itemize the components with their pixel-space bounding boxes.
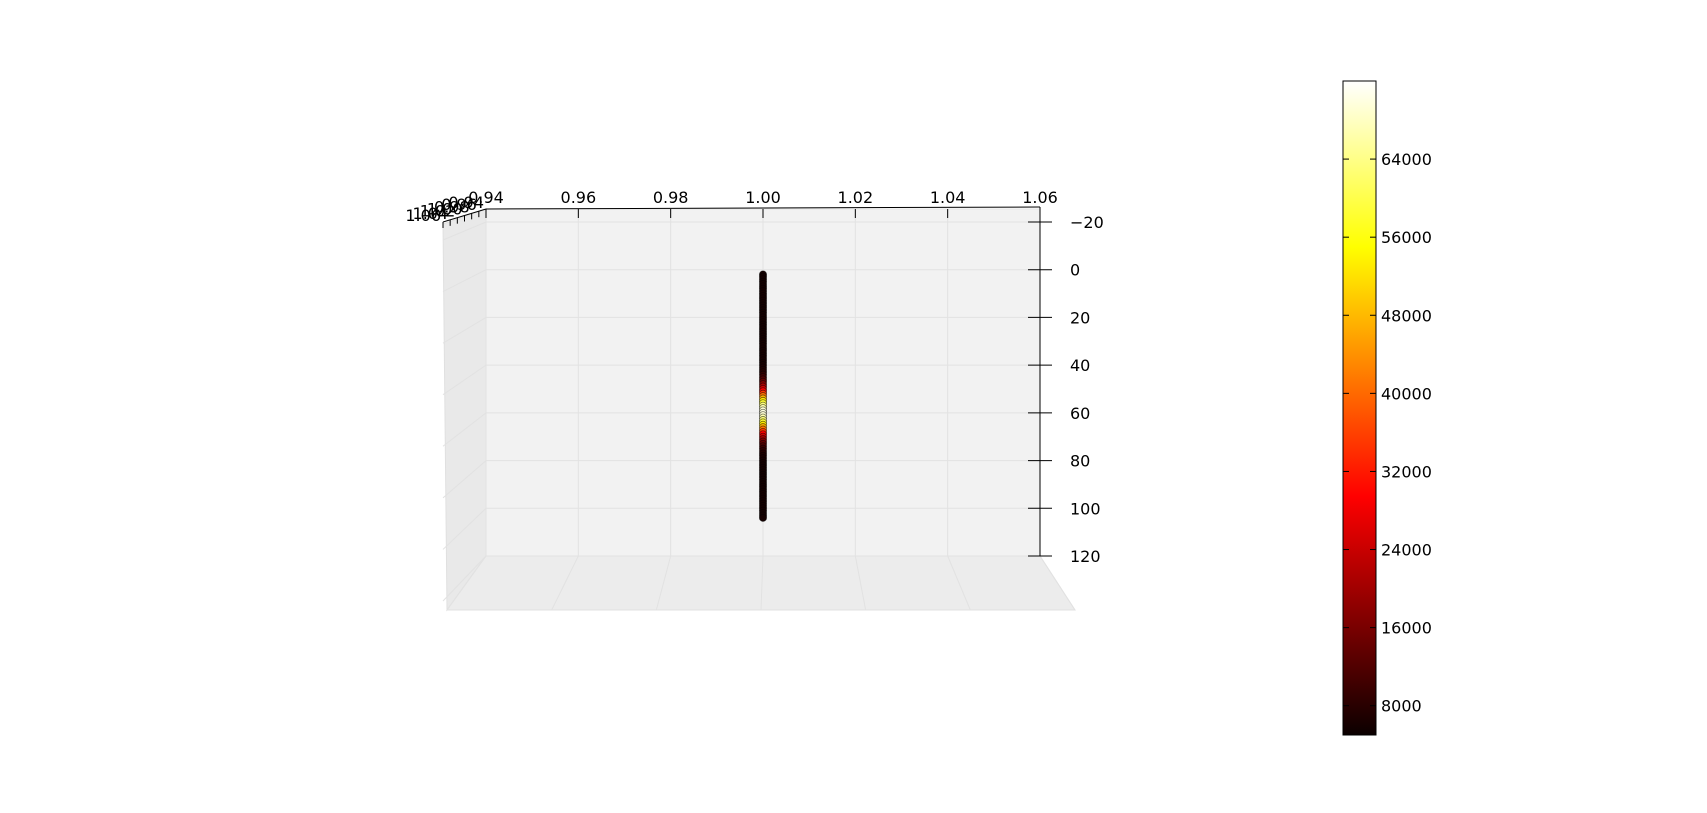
floor-grid-line <box>760 555 764 611</box>
y-tick-label: 1.04 <box>413 204 449 223</box>
x-axis-ticks: 0.94 0.96 0.98 1.00 1.02 1.04 1.06 <box>468 188 1058 218</box>
colorbar-tick-label: 64000 <box>1381 150 1432 169</box>
side-grid-line <box>442 221 487 241</box>
floor-grid-line <box>551 555 579 611</box>
side-grid-line <box>442 412 487 447</box>
y-tick-label: 1.00 <box>427 200 463 219</box>
y-tick-label: 1.06 <box>405 206 441 225</box>
y-tick-label: 0.96 <box>441 195 477 214</box>
floor-grid-line <box>446 555 487 611</box>
side-grid-line <box>442 316 487 344</box>
x-tick-label: 0.98 <box>653 188 689 207</box>
floor-grid-line <box>854 555 867 611</box>
floor-grid-line <box>655 555 672 611</box>
y-tick-label: 0.98 <box>434 197 470 216</box>
side-grid-line <box>442 555 487 602</box>
side-pane <box>442 208 487 612</box>
colorbar: 8000 16000 24000 32000 40000 48000 56000 64000 <box>1342 80 1432 736</box>
side-grid-line <box>442 460 487 499</box>
x-axis-line <box>485 206 1041 210</box>
colorbar-ticks: 8000 16000 24000 32000 40000 48000 56000 64000 <box>1343 150 1432 716</box>
x-tick-label: 1.02 <box>838 188 874 207</box>
y-axis-ticks: 1.061.041.021.000.980.960.94 <box>405 193 487 228</box>
x-tick-label: 1.06 <box>1022 188 1058 207</box>
colorbar-tick-label: 48000 <box>1381 306 1432 325</box>
y-tick-label: 1.02 <box>420 202 456 221</box>
floor-grid-line <box>1039 555 1076 611</box>
colorbar-tick-label: 24000 <box>1381 541 1432 560</box>
x-tick-label: 0.94 <box>468 188 504 207</box>
x-tick-label: 1.04 <box>930 188 966 207</box>
side-grid-line <box>442 364 487 396</box>
z-tick-label: 60 <box>1070 404 1090 423</box>
side-grid-line <box>442 269 487 293</box>
colorbar-gradient <box>1342 80 1377 736</box>
colorbar-tick-label: 56000 <box>1381 228 1432 247</box>
colorbar-tick-label: 8000 <box>1381 697 1422 716</box>
z-tick-label: 100 <box>1070 499 1101 518</box>
z-tick-label: 20 <box>1070 308 1090 327</box>
z-tick-label: 0 <box>1070 261 1080 280</box>
scatter-points <box>759 270 768 522</box>
z-tick-label: −20 <box>1070 213 1104 232</box>
colorbar-tick-label: 32000 <box>1381 462 1432 481</box>
scatter-point <box>759 513 768 522</box>
axes-panes <box>442 208 1076 612</box>
x-tick-label: 0.96 <box>561 188 597 207</box>
x-tick-label: 1.00 <box>745 188 781 207</box>
z-tick-label: 120 <box>1070 547 1101 566</box>
colorbar-tick-label: 40000 <box>1381 384 1432 403</box>
z-axis-ticks: −20 0 20 40 60 80 100 120 <box>1028 213 1104 566</box>
colorbar-tick-label: 16000 <box>1381 619 1432 638</box>
floor-grid-line <box>947 555 971 611</box>
y-tick-label: 0.94 <box>448 193 484 212</box>
side-grid-line <box>442 507 487 550</box>
z-tick-label: 80 <box>1070 452 1090 471</box>
z-tick-label: 40 <box>1070 356 1090 375</box>
